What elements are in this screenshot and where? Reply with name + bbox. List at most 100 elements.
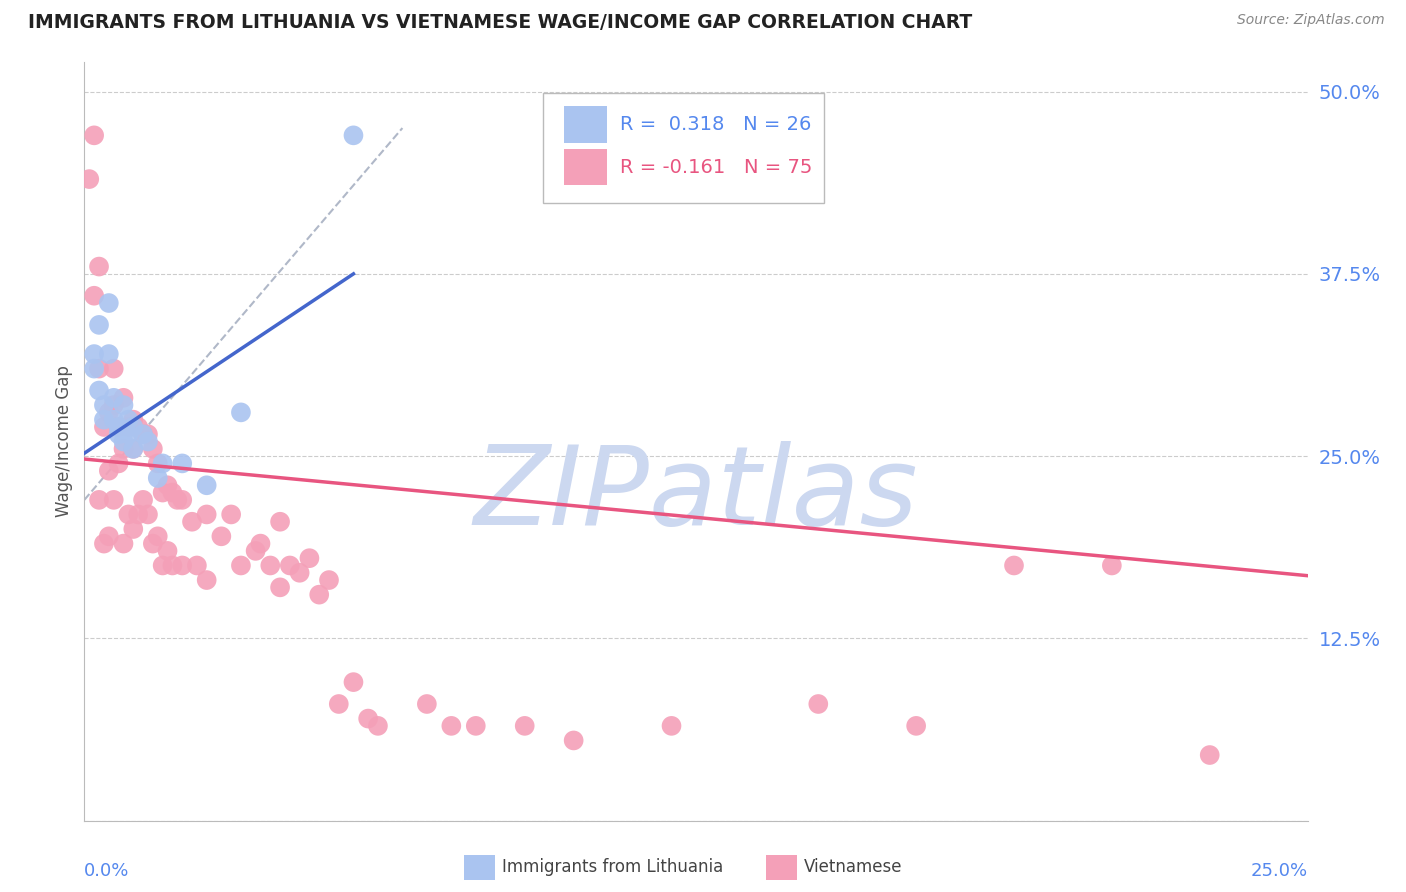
Point	[905, 719, 928, 733]
Point	[83, 289, 105, 303]
Point	[132, 492, 155, 507]
Point	[146, 457, 169, 471]
Point	[156, 544, 179, 558]
Point	[107, 420, 129, 434]
Point	[357, 712, 380, 726]
Point	[195, 573, 218, 587]
Point	[166, 492, 188, 507]
Point	[152, 457, 174, 471]
Point	[142, 536, 165, 550]
Point	[661, 719, 683, 733]
Point	[513, 719, 536, 733]
Point	[87, 260, 110, 274]
Point	[93, 398, 115, 412]
Point	[136, 508, 159, 522]
Point	[152, 558, 174, 573]
Text: Immigrants from Lithuania: Immigrants from Lithuania	[502, 858, 723, 876]
Point	[103, 391, 125, 405]
Point	[172, 457, 194, 471]
Point	[249, 536, 271, 550]
Text: ZIPatlas: ZIPatlas	[474, 442, 918, 548]
Point	[83, 361, 105, 376]
Text: Vietnamese: Vietnamese	[804, 858, 903, 876]
Point	[97, 529, 120, 543]
Point	[122, 412, 145, 426]
Point	[308, 588, 330, 602]
Point	[229, 405, 252, 419]
Point	[245, 544, 267, 558]
Point	[87, 361, 110, 376]
Point	[117, 508, 139, 522]
Point	[77, 172, 100, 186]
Point	[87, 318, 110, 332]
Point	[117, 420, 139, 434]
Point	[146, 471, 169, 485]
Point	[219, 508, 242, 522]
Point	[107, 427, 129, 442]
Point	[195, 508, 218, 522]
Point	[136, 427, 159, 442]
Point	[464, 719, 486, 733]
Point	[1101, 558, 1123, 573]
Point	[807, 697, 830, 711]
Point	[93, 412, 115, 426]
Point	[83, 347, 105, 361]
Point	[318, 573, 340, 587]
Point	[229, 558, 252, 573]
Point	[117, 412, 139, 426]
Point	[122, 442, 145, 456]
Point	[298, 551, 321, 566]
Point	[107, 457, 129, 471]
Point	[97, 405, 120, 419]
Text: R = -0.161   N = 75: R = -0.161 N = 75	[620, 158, 813, 177]
Point	[112, 398, 135, 412]
Point	[87, 384, 110, 398]
Point	[97, 296, 120, 310]
Point	[117, 427, 139, 442]
Point	[328, 697, 350, 711]
Point	[259, 558, 281, 573]
Point	[209, 529, 232, 543]
Point	[112, 442, 135, 456]
Point	[127, 508, 149, 522]
Point	[112, 391, 135, 405]
Point	[136, 434, 159, 449]
Point	[162, 558, 184, 573]
Point	[122, 420, 145, 434]
Text: 0.0%: 0.0%	[84, 863, 129, 880]
Point	[1002, 558, 1025, 573]
Point	[87, 492, 110, 507]
Point	[132, 427, 155, 442]
Point	[122, 522, 145, 536]
Point	[181, 515, 204, 529]
Point	[172, 558, 194, 573]
Text: R =  0.318   N = 26: R = 0.318 N = 26	[620, 115, 811, 134]
Point	[103, 361, 125, 376]
Point	[97, 347, 120, 361]
Point	[342, 675, 364, 690]
Point	[132, 427, 155, 442]
Point	[288, 566, 311, 580]
Text: IMMIGRANTS FROM LITHUANIA VS VIETNAMESE WAGE/INCOME GAP CORRELATION CHART: IMMIGRANTS FROM LITHUANIA VS VIETNAMESE …	[28, 13, 973, 32]
Point	[440, 719, 463, 733]
Point	[278, 558, 301, 573]
Point	[367, 719, 389, 733]
Point	[107, 420, 129, 434]
Point	[172, 492, 194, 507]
Y-axis label: Wage/Income Gap: Wage/Income Gap	[55, 366, 73, 517]
Point	[342, 128, 364, 143]
Point	[103, 492, 125, 507]
Bar	[564, 149, 606, 186]
Bar	[564, 106, 606, 143]
Point	[127, 420, 149, 434]
Point	[97, 464, 120, 478]
Point	[112, 536, 135, 550]
Point	[195, 478, 218, 492]
Point	[562, 733, 585, 747]
Point	[83, 128, 105, 143]
Point	[269, 580, 291, 594]
FancyBboxPatch shape	[543, 93, 824, 202]
Point	[152, 485, 174, 500]
Point	[103, 412, 125, 426]
Point	[142, 442, 165, 456]
